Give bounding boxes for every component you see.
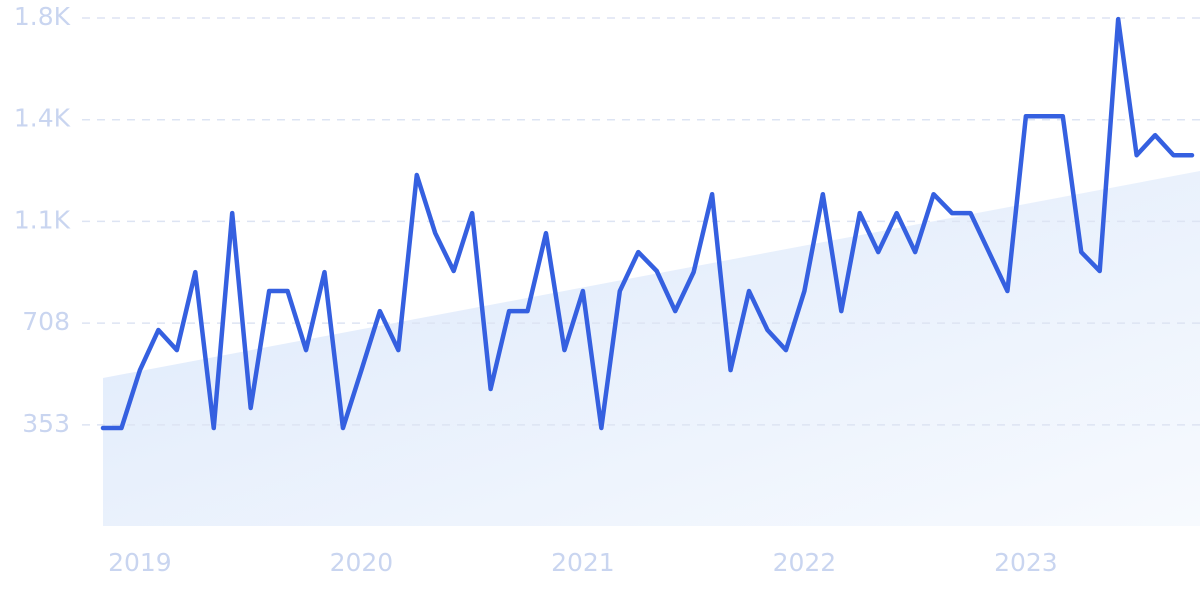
y-tick-label: 353 <box>22 409 70 438</box>
x-tick-label: 2022 <box>773 548 837 577</box>
x-tick-label: 2023 <box>994 548 1058 577</box>
x-tick-label: 2021 <box>551 548 615 577</box>
series-line <box>100 16 1195 431</box>
y-tick-label: 708 <box>22 307 70 336</box>
y-tick-label: 1.1K <box>14 205 71 234</box>
y-tick-label: 1.8K <box>14 2 71 31</box>
y-tick-label: 1.4K <box>14 104 71 133</box>
x-tick-label: 2019 <box>108 548 172 577</box>
x-tick-label: 2020 <box>330 548 394 577</box>
trend-area <box>103 171 1200 526</box>
